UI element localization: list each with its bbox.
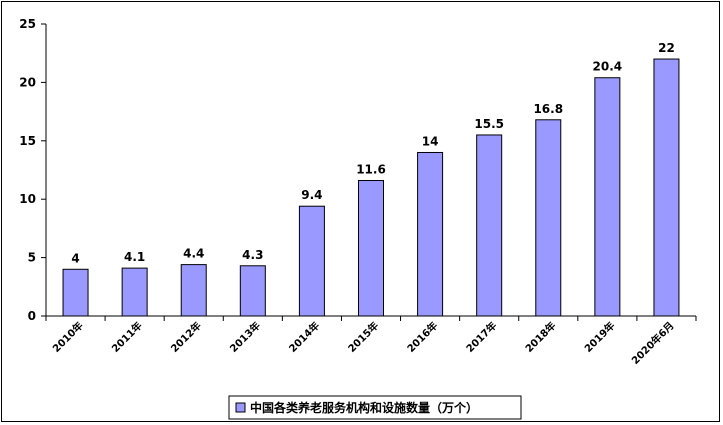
bar [62, 268, 89, 317]
legend-box [228, 395, 522, 420]
legend-label: 中国各类养老服务机构和设施数量（万个） [250, 400, 478, 415]
category-label: 2015年 [345, 319, 381, 355]
category-label: 2010年 [50, 319, 86, 355]
bars [62, 58, 680, 317]
bar [358, 180, 384, 317]
y-tick-label: 10 [19, 192, 36, 206]
category-label: 2011年 [109, 319, 145, 355]
bar [180, 264, 207, 317]
bar [298, 205, 325, 317]
bar [417, 151, 444, 317]
bar [121, 267, 148, 317]
bar-value-label: 9.4 [301, 188, 322, 202]
category-labels: 2010年 2011年 2012年 2013年 2014年 2015年 2016年 2017年… [50, 319, 677, 367]
bar-value-label: 4 [71, 251, 79, 265]
category-label: 2016年 [404, 319, 440, 355]
bar [476, 134, 503, 317]
bar-value-label: 16.8 [533, 102, 563, 116]
y-tick-label: 0 [28, 309, 36, 323]
bar-value-label: 22 [658, 41, 675, 55]
y-tick-label: 25 [19, 17, 36, 31]
bar-value-label: 4.1 [124, 250, 145, 264]
bar-value-label: 15.5 [474, 117, 504, 131]
category-label: 2017年 [463, 319, 499, 355]
y-tick-label: 5 [28, 251, 36, 265]
bar-value-label: 20.4 [593, 60, 623, 74]
bar [594, 77, 621, 317]
axes: 0 5 10 15 20 25 [19, 17, 697, 323]
bar-value-label: 14 [422, 134, 439, 148]
y-tick-label: 20 [19, 75, 36, 89]
bar [535, 119, 562, 317]
category-label: 2019年 [582, 319, 618, 355]
category-label: 2013年 [227, 319, 263, 355]
legend: 中国各类养老服务机构和设施数量（万个） [228, 395, 522, 420]
data-labels: 4 4.1 4.4 4.3 9.4 11.6 14 15.5 16.8 20.4 22 [71, 41, 674, 265]
category-label: 2014年 [286, 319, 322, 355]
bar [239, 265, 266, 317]
bar-value-label: 4.4 [183, 247, 204, 261]
category-label: 2018年 [522, 319, 558, 355]
bar-value-label: 4.3 [242, 248, 263, 262]
bar [653, 58, 680, 317]
category-label: 2012年 [168, 319, 204, 355]
bar-value-label: 11.6 [356, 163, 386, 177]
category-label: 2020年6月 [629, 319, 677, 367]
legend-swatch [235, 402, 246, 413]
y-tick-label: 15 [19, 134, 36, 148]
